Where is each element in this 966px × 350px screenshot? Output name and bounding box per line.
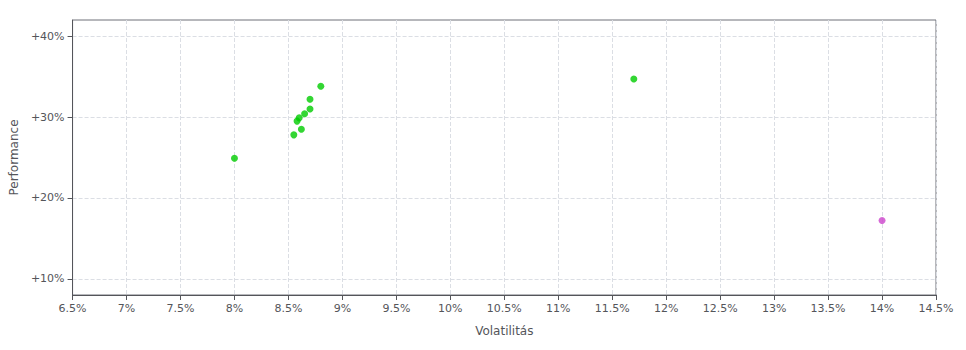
svg-text:9%: 9% [334,302,351,315]
svg-text:+40%: +40% [31,30,65,43]
svg-text:10.5%: 10.5% [487,302,522,315]
svg-text:6.5%: 6.5% [59,302,87,315]
svg-text:14.5%: 14.5% [919,302,954,315]
svg-text:13%: 13% [762,302,786,315]
svg-text:11%: 11% [546,302,570,315]
svg-text:9.5%: 9.5% [382,302,410,315]
svg-text:+10%: +10% [31,272,65,285]
svg-text:13.5%: 13.5% [811,302,846,315]
svg-text:8%: 8% [226,302,243,315]
svg-text:11.5%: 11.5% [595,302,630,315]
svg-text:7%: 7% [118,302,135,315]
svg-text:7.5%: 7.5% [167,302,195,315]
svg-text:10%: 10% [438,302,462,315]
svg-text:Performance: Performance [7,119,21,195]
svg-text:12%: 12% [654,302,678,315]
svg-text:12.5%: 12.5% [703,302,738,315]
svg-text:8.5%: 8.5% [274,302,302,315]
svg-text:14%: 14% [870,302,894,315]
svg-text:+20%: +20% [31,191,65,204]
svg-text:+30%: +30% [31,111,65,124]
svg-text:Volatilitás: Volatilitás [475,324,533,338]
